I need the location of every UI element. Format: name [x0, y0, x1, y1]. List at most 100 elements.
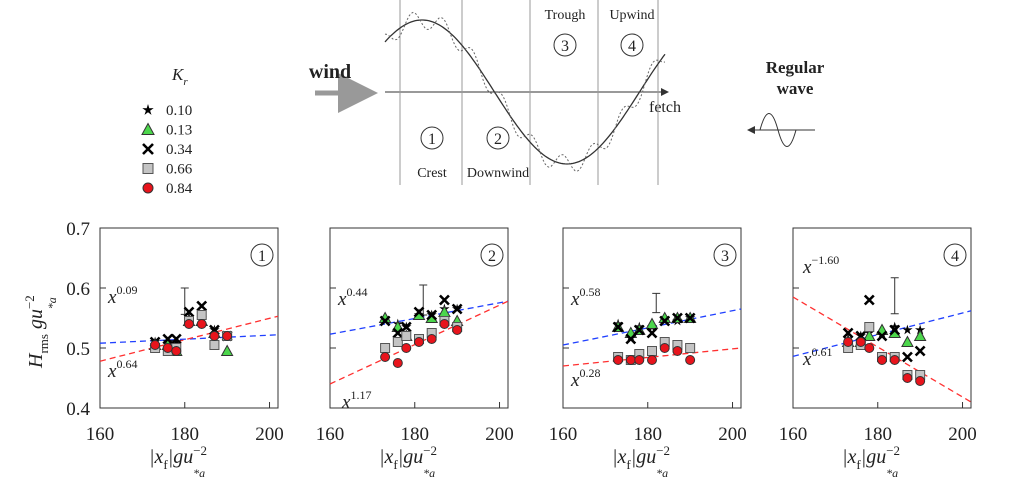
region-circle: [420, 126, 444, 150]
label-part: f: [856, 457, 861, 472]
point: [613, 355, 624, 365]
wind-label: wind: [309, 61, 351, 83]
y-tick-label: 0.7: [66, 219, 90, 240]
label-part: |gu: [168, 446, 194, 468]
point: [634, 355, 645, 365]
point: [855, 337, 866, 347]
point: [659, 343, 670, 353]
legend-title-sub: r: [183, 76, 188, 88]
point: [633, 324, 645, 336]
plot-frame: [99, 227, 279, 409]
legend-marker: [142, 182, 154, 194]
point: [612, 321, 624, 333]
region-name: Crest: [417, 166, 447, 181]
point: [902, 324, 913, 335]
fit-label: x0.28: [570, 366, 600, 391]
label-part: −2: [656, 443, 670, 458]
point: [843, 337, 854, 347]
wave-diagram: wind fetch Regular wave 1 Crest 2 Downwind 3…: [309, 0, 825, 185]
point: [439, 294, 450, 306]
panel-circle: [713, 243, 737, 267]
point: [426, 334, 437, 344]
regular-wave-label: Regular: [766, 58, 825, 77]
region-name: Upwind: [609, 8, 654, 23]
panel-label: 1: [258, 248, 266, 265]
point: [902, 373, 913, 383]
label-part: f: [163, 457, 168, 472]
point: [439, 319, 450, 329]
label-part: |x: [149, 446, 163, 468]
point: [877, 355, 887, 365]
x-tick-label: 180: [171, 424, 200, 445]
plot-frame: [329, 227, 509, 409]
x-axis-label: |xf|gu−2 *a: [842, 443, 900, 480]
point: [876, 330, 888, 342]
label-part: gu: [25, 309, 47, 334]
fit-exponent: 0.61: [811, 345, 832, 359]
point: [914, 345, 926, 357]
legend-marker: [142, 163, 154, 174]
panel-circle: [943, 243, 967, 267]
x-tick-label: 180: [401, 424, 430, 445]
region-number: 3: [561, 38, 569, 55]
point: [392, 358, 403, 368]
point: [392, 327, 404, 339]
point: [672, 346, 683, 356]
point: [414, 337, 424, 347]
label-part: *a: [45, 297, 59, 309]
error-bar: [652, 292, 661, 314]
region-circle: [553, 33, 577, 57]
fit-exponent: 0.64: [116, 357, 137, 371]
fit-exponent: 0.28: [579, 366, 600, 380]
fit-label: x0.58: [570, 285, 600, 310]
point: [162, 343, 173, 353]
point: [889, 324, 901, 336]
label-part: f: [393, 457, 398, 472]
point: [196, 319, 207, 329]
point: [401, 343, 412, 353]
legend-marker: [142, 143, 154, 155]
point: [184, 319, 194, 329]
label-part: *a: [656, 466, 668, 480]
legend-marker: [142, 104, 154, 115]
fit-label: x0.44: [337, 285, 367, 310]
label-part: *a: [886, 466, 898, 480]
label-part: −2: [193, 443, 207, 458]
x-tick-label: 160: [86, 424, 115, 445]
point: [864, 322, 875, 332]
legend-marker: [141, 122, 155, 135]
label-part: *a: [193, 466, 205, 480]
point: [426, 309, 438, 321]
fit-label: x1.17: [341, 388, 371, 413]
region-circle: [486, 126, 510, 150]
region-name: Downwind: [467, 166, 529, 181]
point: [196, 300, 208, 312]
x-tick-label: 200: [718, 424, 747, 445]
panel-label: 4: [951, 248, 959, 265]
x-tick-label: 180: [634, 424, 663, 445]
label-part: f: [626, 457, 631, 472]
x-tick-label: 160: [779, 424, 808, 445]
point: [170, 333, 182, 345]
point: [413, 306, 425, 318]
label-part: |x: [379, 446, 393, 468]
panel-label: 3: [721, 248, 729, 265]
fit-label: x−1.60: [802, 253, 839, 278]
point: [913, 329, 927, 341]
fit-exponent: 0.58: [579, 285, 600, 299]
fit-exponent: 0.09: [116, 283, 137, 297]
point: [150, 340, 161, 350]
regular-wave-label: wave: [777, 79, 814, 98]
point: [864, 343, 875, 353]
point: [659, 315, 671, 327]
panel: 160 180 200 |xf|gu−2 *a x0.44 x1.17 2: [316, 227, 514, 480]
legend-label: 0.66: [166, 162, 193, 178]
point: [380, 352, 391, 362]
y-tick-label: 0.6: [66, 279, 90, 300]
point: [684, 312, 696, 324]
point: [183, 306, 195, 318]
point: [209, 340, 220, 350]
legend-label: 0.10: [166, 103, 192, 119]
legend: Kr 0.10 0.13 0.34 0.66 0.84: [141, 65, 193, 197]
